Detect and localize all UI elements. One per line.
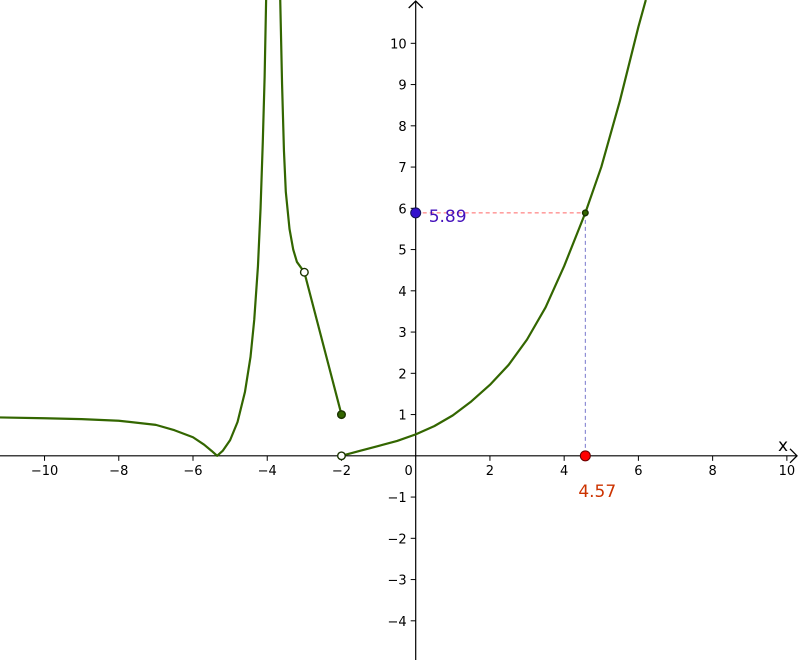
x-value-label: 4.57 (578, 482, 616, 502)
y-tick-label: 3 (398, 326, 406, 341)
x-tick-label: 6 (634, 464, 642, 479)
y-tick-label: 7 (398, 161, 406, 176)
x-axis-arrowhead (789, 448, 798, 464)
y-tick-label: 5 (398, 244, 406, 259)
x-tick-label: 2 (486, 464, 494, 479)
x-tick-group: −10 −8 −6 −4 −2 2 4 6 8 10 (31, 455, 796, 479)
x-axis-name: x (778, 436, 788, 456)
curve-middle-branch (279, 0, 306, 273)
curve-segment (303, 271, 343, 415)
x-tick-label: 10 (779, 464, 796, 479)
curve-left-branch (0, 0, 268, 457)
y-value-point[interactable] (410, 207, 422, 219)
y-tick-label: 1 (398, 409, 406, 424)
x-tick-label: 4 (560, 464, 568, 479)
y-tick-label: 6 (398, 202, 406, 217)
y-tick-label: −1 (388, 491, 407, 506)
curve-group (0, 0, 647, 457)
y-tick-label: −3 (388, 574, 407, 589)
y-tick-group: −4 −3 −2 −1 1 2 3 4 5 6 7 8 9 10 (388, 37, 416, 630)
y-tick-label: 4 (398, 285, 406, 300)
marker-group[interactable] (299, 209, 589, 461)
x-tick-label: −2 (332, 464, 351, 479)
x-value-point[interactable] (579, 450, 591, 462)
curve-point[interactable] (581, 209, 589, 217)
y-axis-arrowhead (408, 0, 424, 9)
curve-right-branch (341, 0, 647, 457)
x-tick-label: 8 (708, 464, 716, 479)
origin-label: 0 (405, 464, 413, 479)
y-tick-label: 8 (398, 120, 406, 135)
y-tick-label: 10 (390, 37, 407, 52)
open-point-axis[interactable] (336, 451, 346, 461)
x-tick-label: −10 (31, 464, 58, 479)
x-tick-label: −4 (258, 464, 277, 479)
y-value-label: 5.89 (429, 207, 467, 227)
y-tick-label: 9 (398, 79, 406, 94)
open-point-upper[interactable] (299, 267, 309, 277)
y-tick-label: −2 (388, 532, 407, 547)
x-tick-label: −8 (109, 464, 128, 479)
x-tick-label: −6 (183, 464, 202, 479)
y-tick-label: −4 (388, 615, 407, 630)
closed-point-segment-end[interactable] (336, 410, 346, 420)
y-tick-label: 2 (398, 367, 406, 382)
